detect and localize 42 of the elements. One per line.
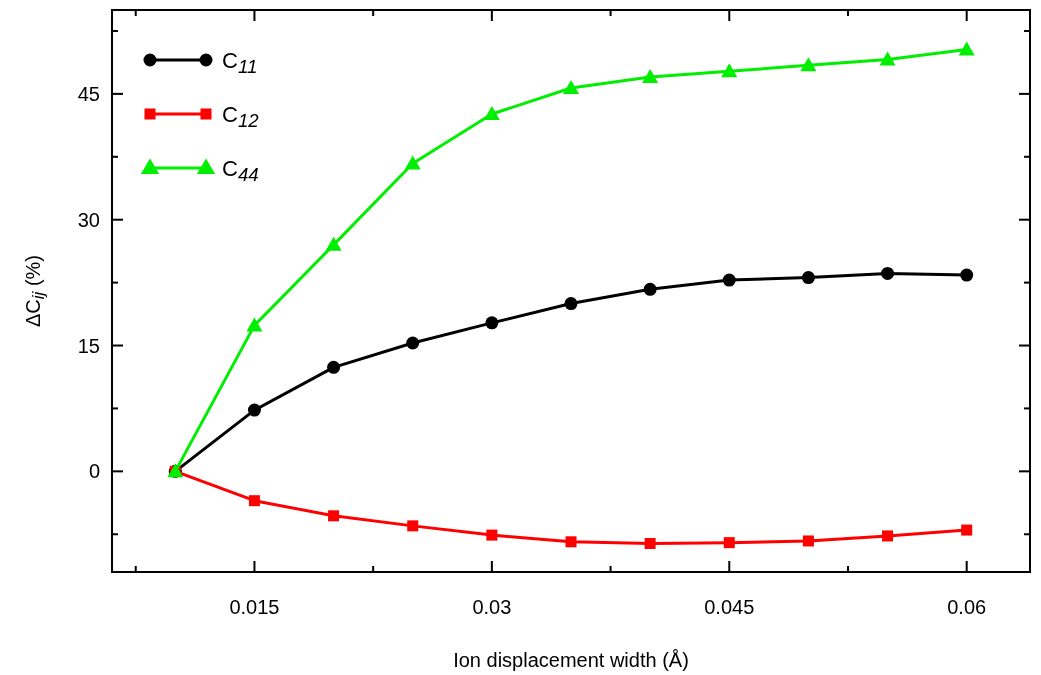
point bbox=[246, 317, 263, 332]
point bbox=[960, 268, 974, 282]
point bbox=[247, 403, 261, 417]
y-tick-label: 45 bbox=[77, 82, 100, 105]
legend-label: C$_{44}$ bbox=[222, 156, 259, 185]
point bbox=[564, 297, 578, 311]
legend-label: C$_{12}$ bbox=[222, 102, 260, 131]
point bbox=[563, 80, 579, 95]
point bbox=[800, 57, 817, 72]
point bbox=[248, 495, 260, 507]
point bbox=[643, 282, 657, 296]
point bbox=[328, 510, 340, 522]
point bbox=[958, 41, 975, 56]
x-tick-label: 0.045 bbox=[704, 596, 755, 618]
y-tick-label: 15 bbox=[77, 334, 100, 357]
point bbox=[881, 266, 895, 280]
point bbox=[722, 273, 736, 287]
point bbox=[961, 524, 973, 536]
point bbox=[485, 316, 499, 330]
y-tick-label: 30 bbox=[77, 208, 100, 231]
x-tick-label: 0.015 bbox=[229, 596, 280, 618]
x-tick-label: 0.03 bbox=[472, 596, 512, 618]
point bbox=[406, 336, 420, 350]
point bbox=[407, 520, 419, 532]
point bbox=[565, 536, 577, 548]
point bbox=[325, 236, 342, 251]
point bbox=[642, 69, 659, 84]
point bbox=[721, 63, 738, 78]
x-axis-title: Ion displacement width (Å) bbox=[453, 649, 689, 671]
point bbox=[882, 530, 894, 542]
point bbox=[802, 535, 814, 547]
point bbox=[404, 155, 421, 170]
point bbox=[486, 529, 498, 541]
point bbox=[723, 537, 735, 549]
y-tick-label: 0 bbox=[88, 460, 100, 483]
point bbox=[879, 51, 896, 66]
point bbox=[644, 537, 656, 549]
point bbox=[327, 360, 341, 374]
legend-label: C$_{11}$ bbox=[222, 48, 258, 77]
point bbox=[483, 106, 500, 121]
x-tick-label: 0.06 bbox=[947, 596, 987, 618]
point bbox=[801, 271, 815, 285]
